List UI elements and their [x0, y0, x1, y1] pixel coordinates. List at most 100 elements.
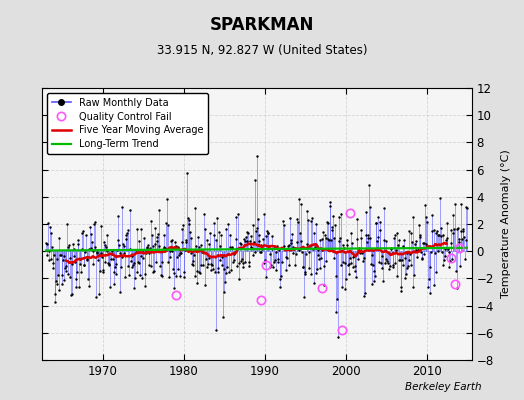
Point: [299, 264, 307, 270]
Point: [243, 238, 251, 244]
Point: [76, 261, 84, 268]
Point: [237, 258, 245, 265]
Point: [115, 250, 124, 257]
Point: [128, 253, 137, 260]
Point: [54, 286, 63, 293]
Point: [234, 211, 242, 217]
Point: [341, 286, 349, 292]
Legend: Raw Monthly Data, Quality Control Fail, Five Year Moving Average, Long-Term Tren: Raw Monthly Data, Quality Control Fail, …: [47, 93, 208, 154]
Point: [229, 259, 237, 265]
Point: [162, 246, 170, 253]
Point: [103, 248, 111, 254]
Point: [85, 246, 93, 252]
Point: [307, 271, 315, 278]
Point: [211, 269, 219, 275]
Point: [194, 244, 203, 250]
Point: [396, 257, 404, 263]
Point: [259, 260, 268, 267]
Point: [72, 276, 81, 283]
Point: [206, 230, 214, 236]
Point: [282, 253, 291, 260]
Point: [111, 264, 119, 270]
Point: [390, 232, 399, 238]
Point: [57, 252, 65, 258]
Point: [168, 248, 177, 254]
Point: [332, 273, 340, 280]
Point: [189, 258, 197, 264]
Point: [287, 237, 296, 243]
Point: [248, 244, 256, 251]
Point: [271, 266, 280, 273]
Point: [178, 239, 186, 245]
Point: [280, 222, 288, 228]
Point: [388, 264, 397, 270]
Point: [417, 249, 425, 255]
Point: [331, 222, 340, 228]
Point: [217, 232, 225, 238]
Point: [50, 252, 58, 258]
Point: [182, 236, 191, 243]
Point: [414, 247, 422, 254]
Point: [381, 260, 389, 266]
Point: [216, 242, 224, 249]
Point: [64, 271, 72, 278]
Point: [440, 257, 448, 263]
Point: [68, 260, 77, 267]
Point: [274, 259, 282, 266]
Point: [230, 250, 238, 257]
Point: [122, 236, 130, 242]
Point: [366, 235, 375, 242]
Point: [236, 240, 245, 247]
Point: [192, 279, 201, 286]
Point: [50, 290, 59, 297]
Point: [171, 243, 180, 249]
Point: [152, 259, 160, 266]
Point: [401, 254, 410, 261]
Point: [93, 250, 102, 256]
Point: [173, 253, 181, 260]
Point: [310, 230, 319, 236]
Y-axis label: Temperature Anomaly (°C): Temperature Anomaly (°C): [501, 150, 511, 298]
Point: [248, 222, 257, 228]
Point: [213, 215, 221, 222]
Point: [371, 273, 379, 279]
Point: [460, 234, 468, 240]
Point: [405, 257, 413, 264]
Point: [416, 232, 424, 238]
Point: [295, 247, 303, 253]
Point: [122, 232, 130, 238]
Point: [215, 257, 224, 263]
Point: [46, 223, 54, 230]
Point: [430, 227, 438, 233]
Point: [108, 250, 116, 257]
Point: [245, 262, 254, 269]
Point: [372, 220, 380, 226]
Point: [368, 252, 376, 258]
Point: [115, 242, 123, 248]
Point: [108, 256, 117, 262]
Point: [253, 153, 261, 159]
Point: [125, 272, 133, 278]
Point: [141, 283, 149, 289]
Point: [432, 268, 441, 275]
Point: [285, 262, 293, 268]
Point: [451, 245, 460, 252]
Point: [195, 269, 203, 275]
Point: [379, 278, 387, 284]
Point: [395, 257, 403, 263]
Point: [378, 264, 387, 271]
Point: [145, 262, 153, 268]
Point: [199, 262, 208, 268]
Point: [425, 290, 434, 296]
Point: [70, 246, 78, 252]
Point: [176, 249, 184, 256]
Point: [348, 254, 357, 260]
Point: [449, 230, 457, 236]
Point: [330, 235, 339, 242]
Point: [383, 256, 391, 262]
Point: [339, 242, 347, 248]
Point: [254, 216, 263, 222]
Point: [323, 236, 332, 242]
Point: [336, 210, 345, 217]
Point: [286, 240, 294, 246]
